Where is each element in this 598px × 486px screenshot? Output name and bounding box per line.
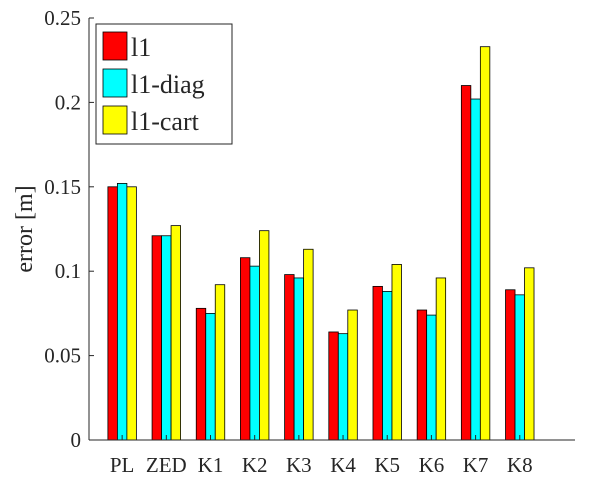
bar-l1-cart-K3	[303, 248, 314, 441]
bar-l1-K5	[372, 285, 383, 441]
bar-l1-diag-K5	[382, 291, 393, 441]
legend-label-l1-cart: l1-cart	[131, 107, 200, 136]
x-tick-label-K8: K8	[507, 453, 533, 477]
y-tick-label: 0.25	[44, 6, 81, 30]
bar-l1-cart-K4	[347, 309, 358, 441]
bar-l1-PL	[107, 186, 118, 441]
x-tick-label-K5: K5	[374, 453, 400, 477]
bar-l1-cart-K7	[479, 46, 491, 441]
x-tick-label-K1: K1	[198, 453, 224, 477]
x-tick-label-ZED: ZED	[146, 453, 187, 477]
x-tick-label-PL: PL	[110, 453, 135, 477]
bars-group	[107, 46, 535, 441]
bar-l1-ZED	[151, 235, 162, 441]
legend-swatch-l1-cart	[102, 105, 128, 135]
x-tick-label-K6: K6	[419, 453, 445, 477]
bar-l1-diag-K4	[337, 333, 349, 441]
axes-group	[88, 18, 575, 441]
bar-l1-cart-K6	[435, 277, 447, 441]
bar-l1-cart-K8	[524, 267, 535, 441]
y-tick-label: 0.2	[55, 90, 81, 114]
bar-l1-K6	[416, 309, 428, 441]
y-tick-label: 0	[71, 428, 82, 452]
bar-l1-cart-PL	[126, 186, 137, 441]
y-ticks-group: 0 0.05 0.1 0.15 0.2 0.25	[44, 6, 94, 452]
y-tick-label: 0.05	[44, 344, 81, 368]
y-axis-label: error [m]	[12, 185, 38, 272]
y-tick-label: 0.15	[44, 175, 81, 199]
bar-l1-diag-K2	[249, 265, 260, 441]
bar-l1-cart-ZED	[170, 225, 181, 441]
x-tick-label-K7: K7	[463, 453, 489, 477]
bar-l1-diag-K6	[426, 314, 437, 441]
legend-label-l1-diag: l1-diag	[131, 70, 205, 99]
y-tick-label: 0.1	[55, 259, 81, 283]
bar-l1-K7	[460, 85, 472, 441]
bar-l1-K3	[284, 274, 295, 441]
legend: l1 l1-diag l1-cart	[95, 23, 233, 145]
bar-l1-cart-K2	[259, 230, 270, 441]
x-tick-label-K4: K4	[330, 453, 356, 477]
bar-l1-diag-PL	[116, 183, 128, 441]
bar-l1-diag-K1	[205, 312, 216, 441]
legend-swatch-l1	[102, 31, 128, 61]
bar-l1-diag-ZED	[161, 235, 172, 441]
bar-l1-K2	[240, 257, 251, 441]
bar-l1-cart-K1	[214, 284, 226, 441]
x-tick-label-K3: K3	[286, 453, 312, 477]
bar-l1-diag-K3	[293, 277, 305, 441]
bar-l1-K4	[328, 331, 339, 441]
x-tick-label-K2: K2	[242, 453, 268, 477]
bar-l1-cart-K5	[391, 264, 402, 441]
bar-l1-diag-K8	[514, 294, 525, 441]
bar-l1-K8	[505, 289, 516, 441]
bar-l1-K1	[195, 307, 207, 441]
legend-swatch-l1-diag	[102, 68, 128, 98]
x-ticks-group: PL ZED K1 K2 K3 K4 K5 K6 K7 K8	[110, 435, 533, 477]
legend-label-l1: l1	[131, 33, 151, 62]
bar-l1-diag-K7	[470, 98, 481, 441]
